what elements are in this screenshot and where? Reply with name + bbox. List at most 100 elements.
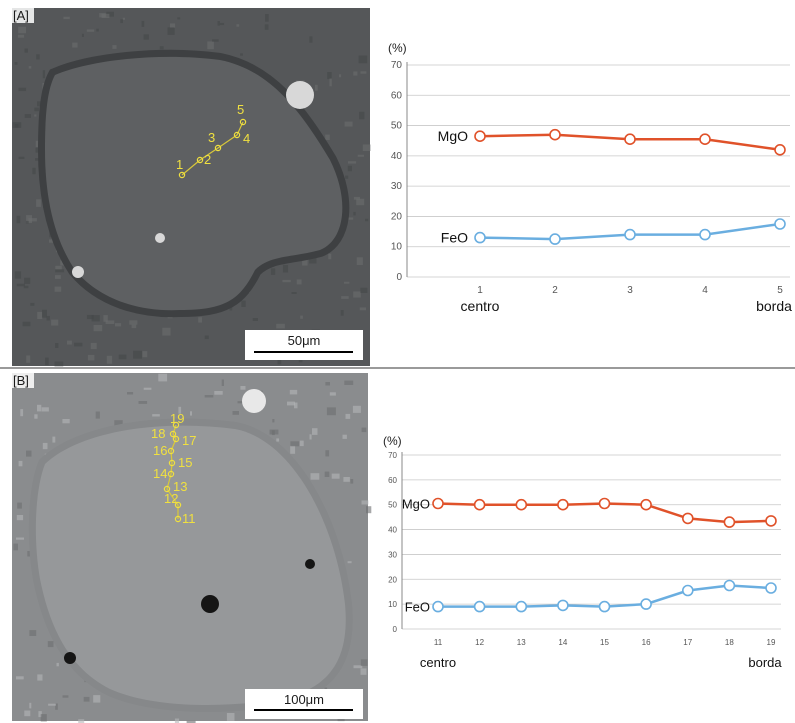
matrix-crystal [40,714,47,722]
matrix-crystal [78,719,85,723]
matrix-crystal [362,144,371,151]
matrix-crystal [16,215,21,224]
matrix-crystal [309,434,312,440]
y-tick-label: 70 [391,60,403,71]
matrix-crystal [240,386,246,390]
y-tick-label: 40 [391,151,403,162]
matrix-crystal [315,84,318,91]
matrix-crystal [26,450,32,457]
panel-label-bg [12,7,34,23]
matrix-crystal [342,434,347,439]
matrix-crystal [54,361,64,367]
y-tick-label: 10 [391,242,403,253]
matrix-crystal [272,419,275,423]
matrix-crystal [310,473,320,480]
matrix-crystal [344,281,350,284]
matrix-crystal [18,156,25,159]
matrix-crystal [22,321,31,327]
matrix-crystal [120,19,123,24]
matrix-crystal [72,42,78,48]
y-tick-label: 20 [391,211,403,222]
data-point [515,600,528,613]
matrix-crystal [87,354,95,361]
matrix-crystal [55,265,62,270]
spot-label: 17 [182,433,196,448]
matrix-crystal [237,401,246,404]
matrix-crystal [361,500,369,505]
matrix-crystal [360,287,368,293]
matrix-crystal [204,335,209,340]
data-point [765,582,777,594]
series-label: MgO [438,128,468,144]
matrix-crystal [328,253,332,260]
matrix-crystal [91,315,100,322]
matrix-crystal [41,407,49,412]
data-point [699,228,711,241]
matrix-crystal [345,413,351,419]
matrix-crystal [353,71,358,76]
matrix-crystal [42,442,48,450]
data-point [473,498,486,511]
scale-bar-label: 100μm [284,692,324,707]
matrix-crystal [141,20,145,27]
matrix-crystal [264,24,269,30]
matrix-crystal [16,515,24,521]
matrix-crystal [16,283,25,287]
matrix-crystal [345,175,349,179]
matrix-crystal [296,279,302,285]
scale-bar-box [245,330,363,360]
matrix-crystal [18,460,23,467]
data-point [557,498,569,511]
olivine-grain [45,56,343,311]
spot-label: 15 [178,455,192,470]
matrix-crystal [46,315,50,321]
matrix-crystal [190,411,192,416]
spot-label: 1 [176,157,183,172]
matrix-crystal [83,696,90,702]
matrix-crystal [282,279,291,283]
matrix-crystal [29,630,37,636]
data-point [474,130,486,142]
spot-label: 13 [173,479,187,494]
y-axis-label: (%) [388,41,407,55]
x-tick-label: 16 [642,638,651,647]
analysis-spot [174,501,182,509]
matrix-crystal [360,659,368,666]
matrix-crystal [360,71,367,74]
data-point [473,600,486,613]
y-tick-label: 20 [388,575,397,584]
matrix-crystal [325,450,330,457]
x-tick-label: 5 [777,285,783,296]
matrix-crystal [74,342,83,347]
x-start-label: centro [420,655,456,670]
spot-label: 3 [208,130,215,145]
matrix-crystal [23,285,29,289]
data-point [598,600,611,613]
y-tick-label: 50 [391,121,403,132]
matrix-crystal [18,87,27,92]
matrix-crystal [37,311,43,319]
matrix-crystal [63,16,70,20]
inclusion [286,81,314,109]
matrix-crystal [62,695,69,698]
matrix-crystal [55,703,58,710]
data-point [624,133,636,145]
analysis-spot [167,447,175,455]
analysis-spot [163,485,171,493]
matrix-crystal [214,391,223,395]
x-tick-label: 19 [767,638,776,647]
matrix-crystal [241,300,246,307]
analysis-spot [178,171,186,179]
matrix-crystal [45,357,49,366]
matrix-crystal [221,379,224,386]
y-tick-label: 70 [388,451,397,460]
data-point [681,584,694,597]
matrix-crystal [18,26,26,34]
matrix-crystal [294,402,298,409]
analysis-spot [196,156,204,164]
matrix-crystal [42,70,46,79]
x-tick-label: 18 [725,638,734,647]
y-tick-label: 30 [391,181,403,192]
matrix-crystal [343,477,350,482]
